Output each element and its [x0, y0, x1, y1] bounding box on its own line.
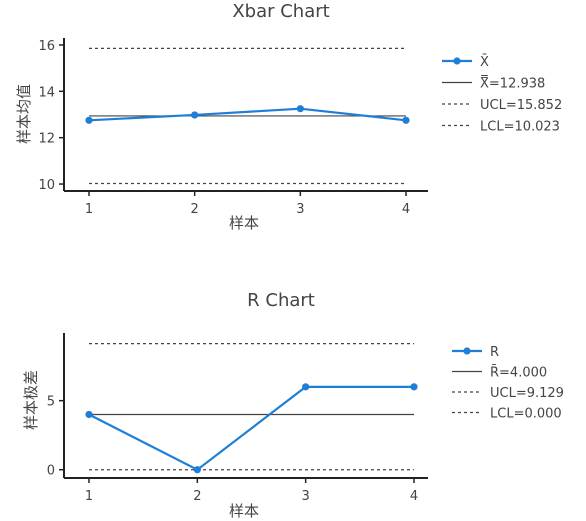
data-point — [191, 111, 199, 119]
series-line — [88, 107, 407, 122]
data-point — [193, 466, 201, 474]
legend-lcl-label: LCL=10.023 — [480, 120, 560, 135]
legend-center-line-label: R̄=4.000 — [490, 365, 547, 380]
data-point — [296, 105, 304, 113]
x-tick-label: 4 — [402, 202, 410, 217]
legend-ucl-label: UCL=9.129 — [490, 386, 564, 401]
x-tick-label: 1 — [85, 489, 93, 504]
x-tick-label: 3 — [302, 489, 310, 504]
data-point — [85, 116, 93, 124]
y-tick-label: 10 — [38, 178, 55, 193]
legend-ucl-label: UCL=15.852 — [480, 98, 562, 113]
y-axis-label: 样本均值 — [15, 84, 33, 144]
legend-series-marker — [463, 347, 471, 355]
data-point — [85, 410, 93, 419]
r-chart: R Chart 0 5 1 2 3 4 样本 样本极差 R R̄=4.000 UCL=9.129 LCL… — [22, 290, 564, 520]
x-tick-label: 1 — [85, 202, 93, 217]
y-tick-label: 5 — [47, 395, 55, 410]
x-tick-label: 2 — [193, 489, 201, 504]
legend-series-label: R — [490, 345, 499, 360]
legend-series-marker — [453, 57, 461, 65]
y-axis-label: 样本极差 — [22, 370, 40, 430]
x-tick-label: 4 — [410, 489, 418, 504]
series-line — [88, 385, 414, 472]
y-tick-label: 0 — [47, 464, 55, 479]
y-tick-label: 12 — [38, 132, 55, 147]
legend-lcl-label: LCL=0.000 — [490, 407, 562, 422]
x-axis-label: 样本 — [229, 214, 259, 232]
legend-series-label: X̄ — [480, 55, 489, 70]
legend: X̄ X̿=12.938 UCL=15.852 LCL=10.023 — [442, 55, 562, 135]
data-point — [402, 116, 410, 124]
chart-title: R Chart — [247, 290, 315, 311]
data-point — [302, 383, 310, 391]
legend-center-line-label: X̿=12.938 — [480, 75, 545, 91]
x-tick-label: 3 — [296, 202, 304, 217]
y-tick-label: 16 — [38, 39, 55, 54]
x-tick-label: 2 — [191, 202, 199, 217]
data-point — [410, 383, 418, 391]
legend: R R̄=4.000 UCL=9.129 LCL=0.000 — [452, 345, 564, 422]
chart-title: Xbar Chart — [232, 1, 329, 22]
x-axis-label: 样本 — [229, 502, 259, 520]
y-tick-label: 14 — [38, 85, 55, 100]
